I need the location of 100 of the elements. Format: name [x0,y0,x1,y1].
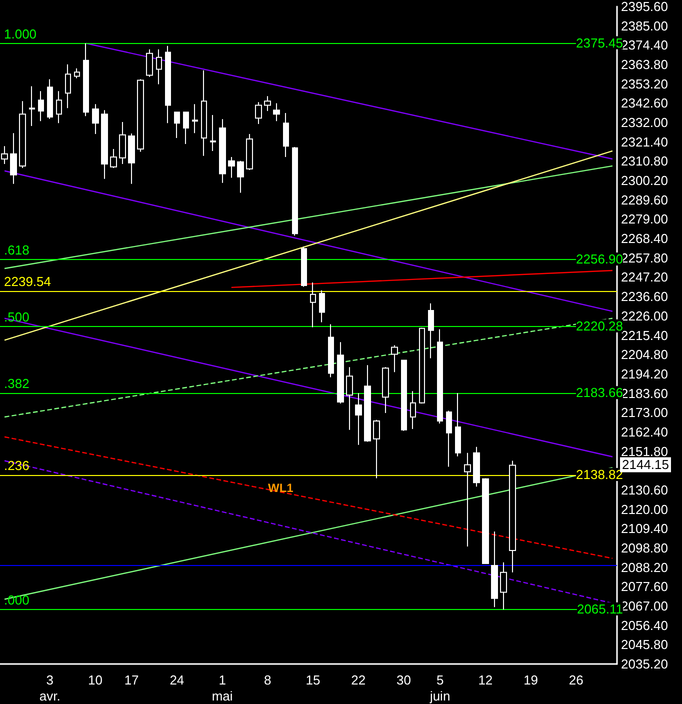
y-tick-label: 2162.40 [621,424,668,440]
y-tick-label: 2279.00 [621,212,668,227]
y-tick-label: 2363.80 [621,57,668,72]
candlestick [201,70,207,156]
candlestick [419,327,425,404]
x-tick-label: 1 mai [212,672,233,704]
y-tick-label: 2173.00 [621,405,668,420]
candlestick [56,90,62,124]
candlestick [1,146,8,164]
candlestick [410,390,416,430]
candlestick [119,121,126,164]
y-tick-label: 2353.20 [621,76,668,92]
candlestick [382,366,389,414]
y-tick-label: 2151.80 [621,444,668,459]
candlestick [428,302,434,359]
annotation: .236 [4,458,30,473]
annotation: .382 [4,376,30,392]
y-tick-label: 2257.80 [621,250,668,266]
candlestick [455,392,461,457]
y-tick-label: 2268.40 [621,231,668,246]
candlestick [446,410,452,468]
y-tick-label: 2109.40 [621,521,668,536]
candlestick [500,562,507,610]
y-tick-label: 2194.20 [621,366,668,382]
candlestick [47,78,53,120]
candlestick [364,364,371,442]
candlestick [482,478,489,565]
y-tick-label: 2183.60 [621,386,668,401]
candlestick [128,132,135,184]
ref-line-label: 2256.90 [576,252,623,267]
candlestick [183,111,189,145]
y-tick-label: 2289.60 [621,192,668,208]
candlestick [219,118,226,184]
y-tick-label: 2226.00 [621,308,668,324]
ref-line-label: 2220.28 [576,318,623,334]
annotation: .618 [4,242,30,258]
candlestick [19,100,26,168]
y-tick-label: 2247.20 [621,270,668,285]
annotation: 1.000 [4,26,37,42]
candlestick [473,446,480,488]
candlestick [437,328,443,424]
candlestick [509,460,516,573]
candlestick [10,132,17,184]
candlestick [464,452,471,548]
candlestick [337,342,344,404]
x-tick-label: 5 juin [428,672,450,704]
candlestick [83,42,89,117]
y-tick-label: 2332.00 [621,115,668,130]
candlestick [301,246,307,288]
candlestick [373,419,380,479]
candlestick [310,282,316,328]
candlestick [174,111,180,139]
ref-line-label: 2138.82 [576,466,623,482]
candlestick [156,48,162,85]
candlestick [146,48,153,78]
candlestick [255,102,262,124]
y-tick-label: 2077.60 [621,579,668,594]
candlestick [346,366,353,430]
candlestick [110,148,117,168]
text: 2144.15 [622,457,669,472]
candlestick [192,104,198,134]
x-tick-label: 30 [396,672,412,688]
y-tick-label: 2374.40 [621,38,668,53]
candlestick [65,64,71,109]
annotation: .000 [4,592,30,608]
candlestick [246,134,253,170]
x-tick-label: 24 [170,672,184,688]
y-tick-label: 2321.40 [621,134,668,150]
y-tick-label: 2385.00 [621,18,668,34]
x-tick-label: 22 [351,672,366,688]
y-tick-label: 2395.60 [621,0,668,14]
y-tick-label: 2098.80 [621,540,668,556]
x-tick-label: 15 [306,672,320,688]
ref-line-label: 2183.66 [576,385,623,400]
x-tick-label: 10 [88,672,103,688]
y-tick-label: 2088.20 [621,560,668,575]
x-tick-label: 12 [478,672,493,688]
x-tick-label: 17 [124,672,139,688]
ref-line-label: 2375.45 [576,35,623,50]
candlestick [355,392,362,446]
x-tick-label: 19 [524,672,538,688]
candlestick [29,86,35,126]
y-tick-label: 2236.60 [621,289,668,304]
y-tick-label: 2215.40 [621,328,668,343]
candlestick [210,114,216,152]
candlestick [292,146,298,236]
x-tick-label: 26 [568,672,584,688]
y-tick-label: 2056.40 [621,618,668,633]
candlestick [283,112,289,158]
y-tick-label: 2130.60 [621,482,668,498]
x-tick-label: 3 avr. [39,672,60,704]
candlestick [74,68,80,79]
x-tick-label: 8 [264,672,272,688]
candlestick [491,531,498,608]
y-tick-label: 2310.80 [621,154,668,169]
candlestick [228,156,235,178]
candlestick [92,104,99,135]
candlestick [391,344,398,373]
candlestick [264,96,271,112]
annotation: 2239.54 [4,274,51,290]
